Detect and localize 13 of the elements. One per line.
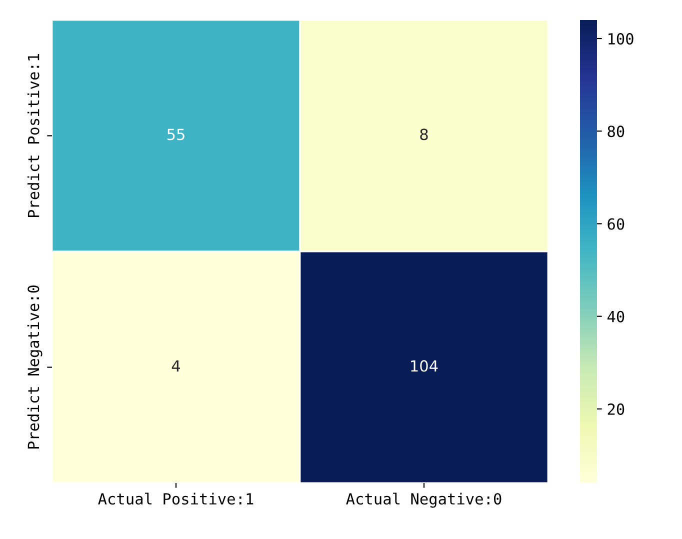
color-bar-label: 40: [607, 310, 624, 322]
color-bar-label: 80: [608, 126, 624, 138]
x-tick-label: Actual Negative:0: [346, 492, 502, 508]
color-bar-label: 60: [608, 218, 624, 230]
data-label: 8: [420, 128, 428, 140]
data-label: 104: [411, 360, 438, 372]
x-tick-label: Actual Positive:1: [98, 492, 254, 505]
data-label: 55: [167, 128, 184, 140]
color-bar-label: 20: [608, 403, 624, 415]
y-tick-label: Predict Positive:1: [27, 54, 40, 218]
y-tick-label: Predict Negative:0: [27, 285, 42, 449]
color-bar-label: 100: [608, 33, 634, 45]
data-label: 4: [172, 360, 180, 372]
